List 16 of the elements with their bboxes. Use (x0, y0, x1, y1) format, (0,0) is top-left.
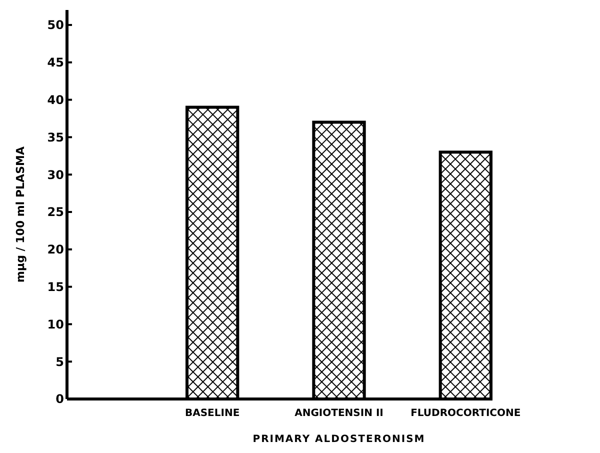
y-tick-label: 25 (47, 205, 64, 220)
y-tick-label: 50 (47, 18, 64, 32)
x-tick-label: ANGIOTENSIN II (294, 408, 384, 419)
y-tick-label: 45 (47, 56, 64, 70)
y-tick-label: 15 (47, 280, 64, 294)
y-tick-label: 5 (56, 354, 64, 369)
y-axis-title: mμg / 100 ml PLASMA (14, 146, 27, 282)
y-tick-label: 10 (47, 317, 64, 332)
x-tick-label: BASELINE (184, 408, 240, 419)
y-tick-label: 20 (47, 242, 64, 257)
y-tick-label: 35 (47, 130, 64, 144)
x-axis-title: PRIMARY ALDOSTERONISM (252, 434, 426, 445)
y-tick-label: 30 (47, 168, 64, 182)
y-tick-label: 0 (56, 392, 64, 406)
y-tick-label: 40 (47, 92, 64, 107)
x-tick-label: FLUDROCORTICONE (410, 408, 521, 419)
